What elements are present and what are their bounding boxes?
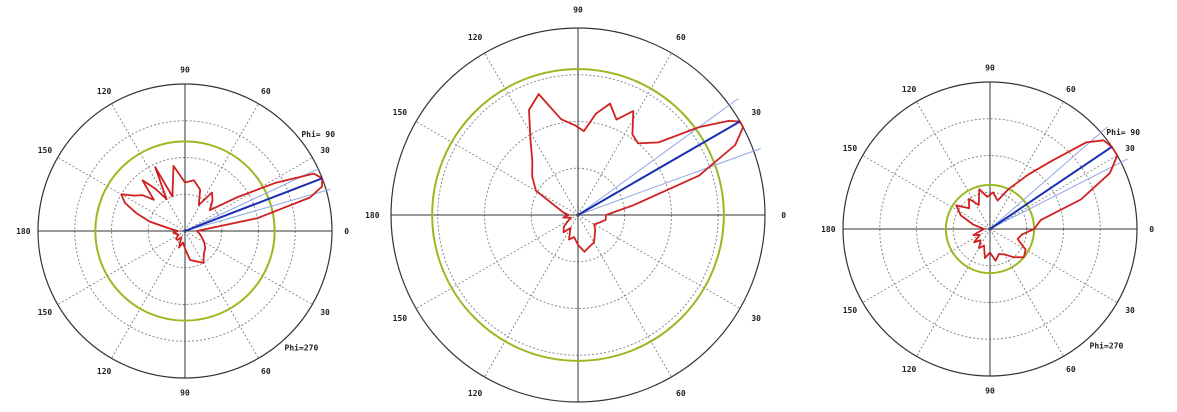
angle-label: 60 xyxy=(261,87,271,96)
angle-label: 30 xyxy=(320,146,330,155)
angle-label: 90 xyxy=(985,387,995,396)
grid-spoke xyxy=(415,214,579,309)
angle-label: 30 xyxy=(751,314,761,323)
angle-label: 0 xyxy=(781,211,786,220)
outer-circle xyxy=(842,81,1138,377)
angle-label: 120 xyxy=(97,367,112,376)
angle-label: 120 xyxy=(468,389,483,398)
polar-plot-1: 0 30 60 90 120 150 180 150 120 90 60 30 Phi= 90 Phi=2… xyxy=(16,65,349,397)
main-beam-line xyxy=(989,145,1113,230)
reference-ring xyxy=(94,140,276,322)
angle-label: 90 xyxy=(180,389,190,398)
beam-edge-line xyxy=(184,168,319,232)
angle-label: 60 xyxy=(1066,85,1076,94)
angle-label: 150 xyxy=(38,308,53,317)
main-beam-line xyxy=(577,120,741,216)
angle-label: 150 xyxy=(38,146,53,155)
angle-label: 120 xyxy=(97,87,112,96)
outer-circle xyxy=(390,27,766,403)
grid-spoke xyxy=(989,101,1064,230)
phi-annotation: Phi= 90 xyxy=(301,129,335,139)
grid-spoke xyxy=(577,214,672,378)
angle-label: 150 xyxy=(393,314,408,323)
grid-spoke xyxy=(57,230,186,305)
phi-annotation: Phi= 90 xyxy=(1106,127,1140,137)
grid-spoke xyxy=(916,101,991,230)
grid-spoke xyxy=(184,230,259,359)
angle-label: 180 xyxy=(16,227,31,236)
beam-edge-line xyxy=(989,126,1108,230)
angle-label: 120 xyxy=(902,365,917,374)
grid-spoke xyxy=(577,214,741,309)
radiation-pattern xyxy=(528,93,744,253)
angle-label: 60 xyxy=(261,367,271,376)
angle-label: 30 xyxy=(1125,306,1135,315)
grid-spoke xyxy=(111,230,186,359)
grid-spoke xyxy=(415,121,579,216)
angle-label: 120 xyxy=(902,85,917,94)
grid-spoke xyxy=(989,155,1118,230)
grid-spoke xyxy=(862,155,991,230)
polar-plot-3: 0 30 60 90 120 150 180 150 120 90 60 30 Phi= 90 Phi=2… xyxy=(821,63,1154,395)
main-beam-line xyxy=(184,177,323,232)
angle-label: 180 xyxy=(365,211,380,220)
reference-ring xyxy=(431,68,725,362)
grid-spoke xyxy=(184,103,259,232)
phi-annotation: Phi=270 xyxy=(285,342,319,352)
angle-label: 30 xyxy=(1125,144,1135,153)
angle-label: 90 xyxy=(985,63,995,72)
angle-label: 150 xyxy=(843,144,858,153)
angle-label: 180 xyxy=(821,225,836,234)
angle-label: 150 xyxy=(393,108,408,117)
angle-label: 30 xyxy=(751,108,761,117)
grid-spoke xyxy=(862,228,991,303)
grid-spoke xyxy=(111,103,186,232)
angle-label: 60 xyxy=(676,33,686,42)
angle-label: 30 xyxy=(320,308,330,317)
angle-label: 90 xyxy=(180,65,190,74)
grid-spoke xyxy=(484,52,579,216)
grid-spoke xyxy=(484,214,579,378)
beam-edge-line xyxy=(184,188,331,232)
angle-label: 120 xyxy=(468,33,483,42)
angle-label: 90 xyxy=(573,5,583,14)
grid-spoke xyxy=(989,228,1064,357)
grid-spoke xyxy=(577,52,672,216)
angle-label: 0 xyxy=(344,227,349,236)
angle-label: 150 xyxy=(843,306,858,315)
grid-spoke xyxy=(916,228,991,357)
phi-annotation: Phi=270 xyxy=(1090,340,1124,350)
angle-label: 60 xyxy=(1066,365,1076,374)
grid-spoke xyxy=(184,157,313,232)
beam-edge-line xyxy=(577,98,739,216)
radiation-pattern xyxy=(955,139,1119,262)
angle-label: 0 xyxy=(1149,225,1154,234)
beam-edge-line xyxy=(577,148,761,216)
grid-spoke xyxy=(989,228,1118,303)
angle-label: 60 xyxy=(676,389,686,398)
grid-spoke xyxy=(184,230,313,305)
outer-circle xyxy=(37,83,333,379)
beam-edge-line xyxy=(989,158,1128,230)
radiation-pattern xyxy=(120,165,324,264)
